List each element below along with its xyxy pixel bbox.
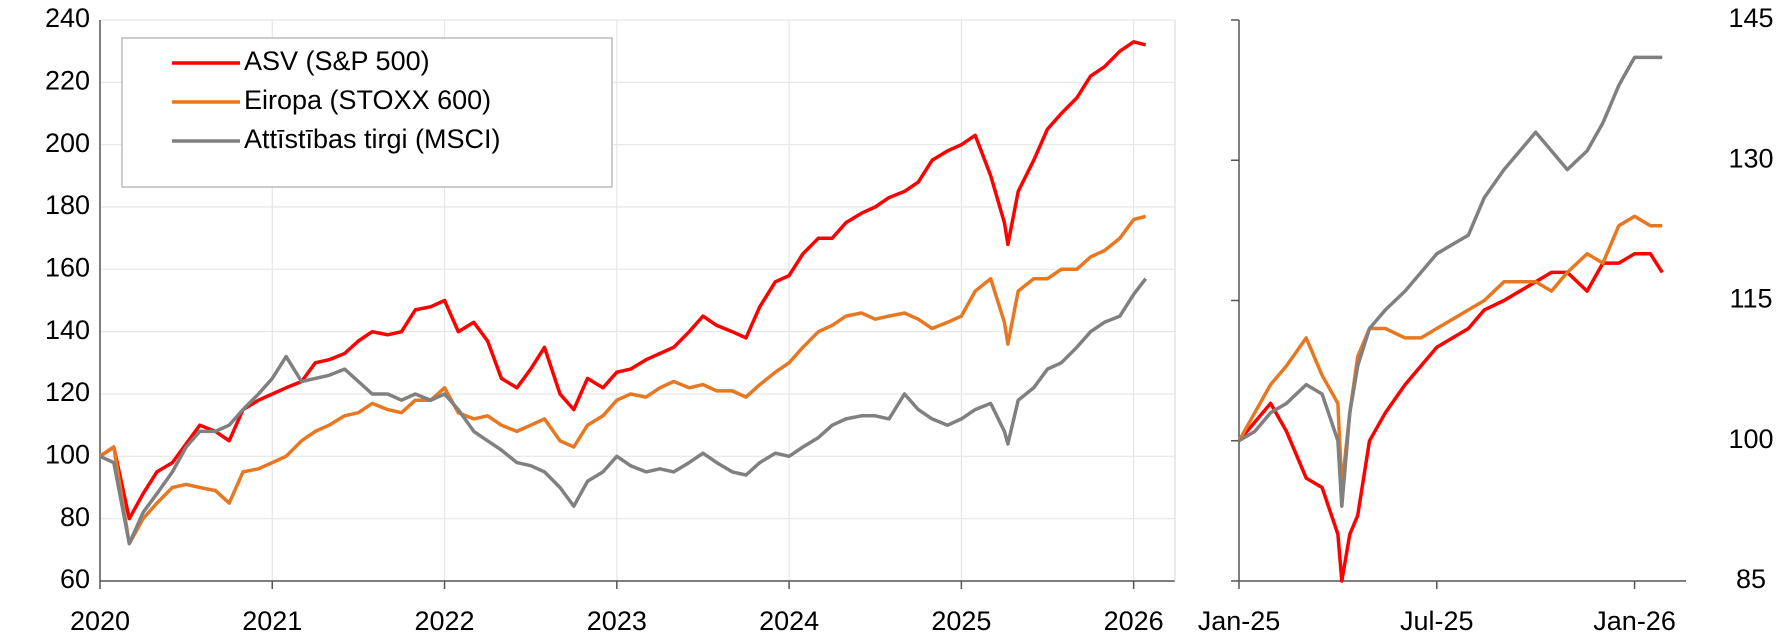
x-tick-label: Jan-25 [1198, 606, 1281, 636]
y-tick-label: 160 [45, 252, 90, 282]
series-line [99, 277, 1148, 546]
x-tick-label: Jan-26 [1593, 606, 1676, 636]
series-line [1237, 214, 1663, 490]
y-tick-label: 180 [45, 190, 90, 220]
x-tick-label: 2021 [242, 606, 302, 636]
y-tick-label: 85 [1736, 564, 1766, 594]
y-tick-label: 130 [1728, 143, 1773, 173]
x-tick-label: 2025 [931, 606, 991, 636]
legend-label: Attīstības tirgi (MSCI) [244, 124, 501, 154]
y-tick-label: 120 [45, 377, 90, 407]
y-tick-label: 100 [1728, 424, 1773, 454]
y-tick-label: 145 [1728, 3, 1773, 33]
series-line [99, 214, 1147, 546]
series-line [1237, 252, 1664, 583]
x-tick-label: 2022 [415, 606, 475, 636]
y-tick-label: 100 [45, 439, 90, 469]
legend-label: ASV (S&P 500) [244, 46, 430, 76]
y-tick-label: 200 [45, 128, 90, 158]
y-tick-label: 140 [45, 315, 90, 345]
y-tick-label: 115 [1729, 284, 1772, 314]
x-tick-label: Jul-25 [1400, 606, 1474, 636]
x-tick-label: 2024 [759, 606, 819, 636]
x-tick-label: 2020 [70, 606, 130, 636]
y-tick-label: 220 [45, 65, 90, 95]
series-line [1238, 55, 1663, 508]
y-tick-label: 240 [45, 3, 90, 33]
x-tick-label: 2026 [1104, 606, 1164, 636]
y-tick-label: 80 [60, 502, 90, 532]
x-tick-label: 2023 [587, 606, 647, 636]
series-line [99, 40, 1147, 521]
legend-label: Eiropa (STOXX 600) [244, 85, 491, 115]
y-tick-label: 60 [60, 564, 90, 594]
